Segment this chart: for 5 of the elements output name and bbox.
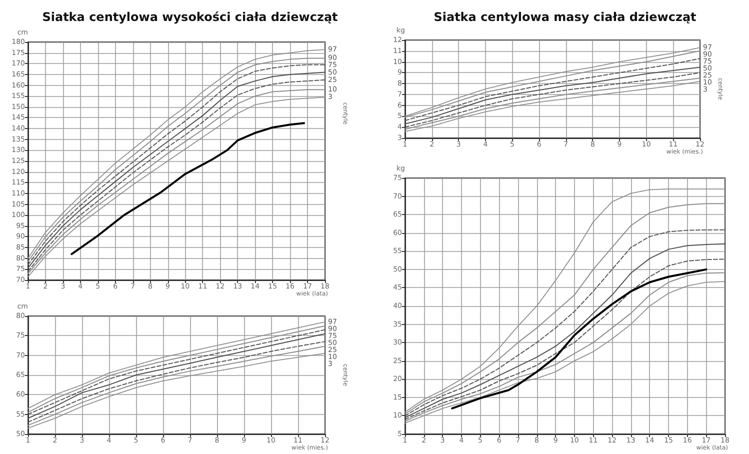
line-series: [70, 122, 306, 256]
chart-title: Siatka centylowa masy ciała dziewcząt: [434, 10, 697, 24]
line-series: [404, 58, 700, 122]
chart-title: Siatka centylowa wysokości ciała dziewcząt: [42, 10, 338, 24]
line-series: [451, 268, 708, 410]
